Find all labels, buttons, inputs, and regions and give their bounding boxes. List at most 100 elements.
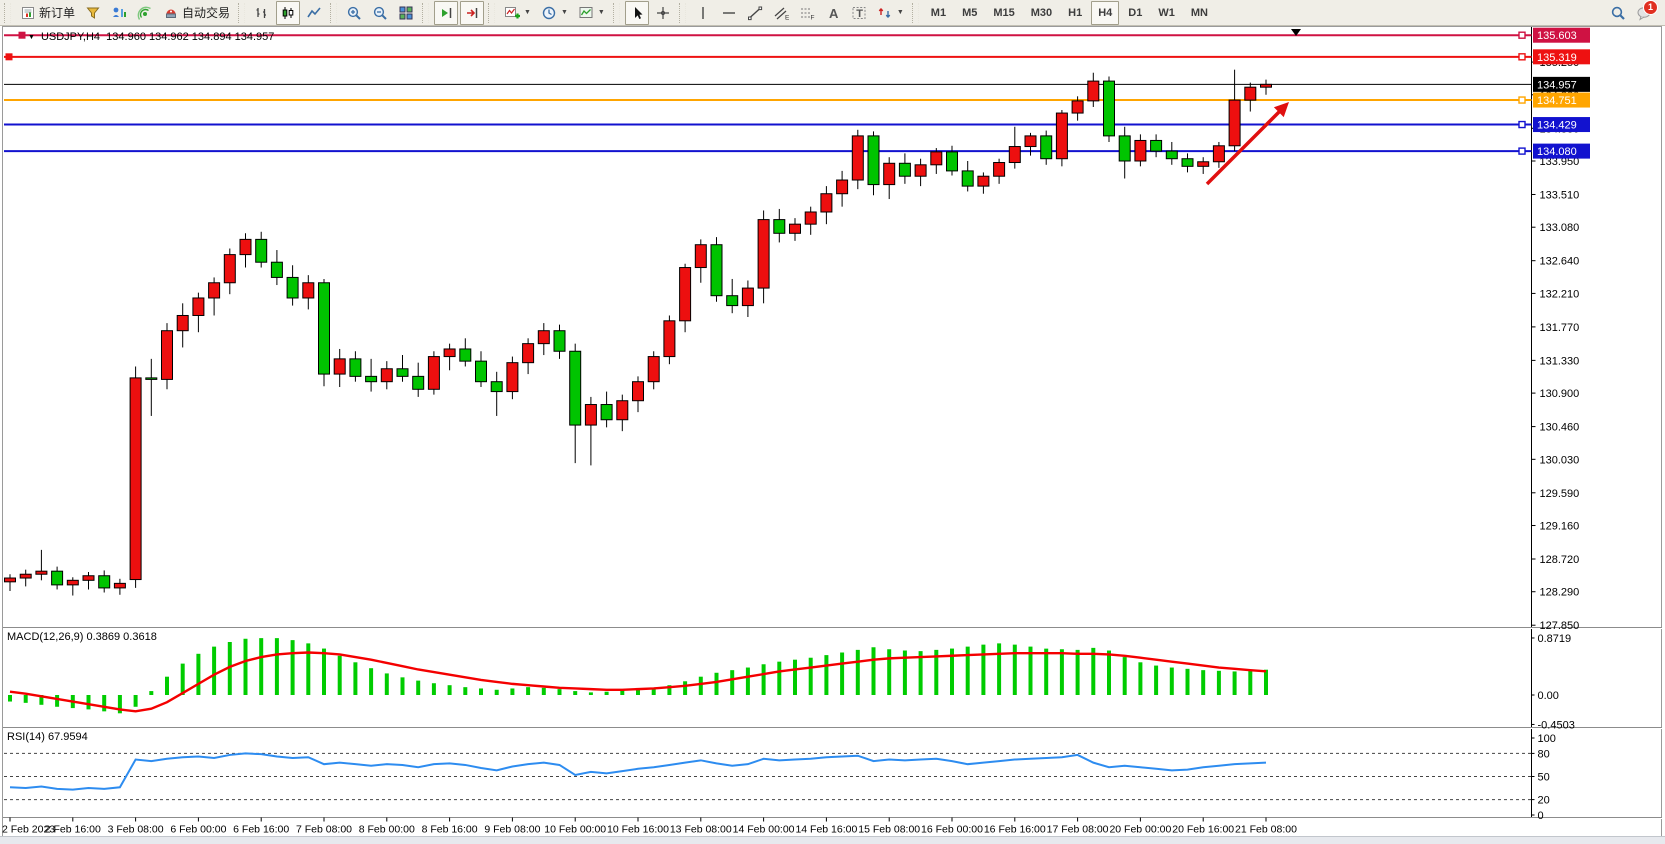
price-badge: [1533, 76, 1590, 92]
cursor-button[interactable]: [624, 0, 649, 25]
ohlc-readout: 134.960 134.962 134.894 134.957: [106, 31, 275, 43]
candle-body: [1071, 100, 1084, 114]
search-button[interactable]: [1606, 1, 1630, 25]
line-chart-button[interactable]: [302, 1, 326, 25]
candle-body: [883, 162, 896, 186]
tf-m1-button[interactable]: M1: [924, 1, 953, 25]
price-tick-label: 131.330: [1540, 355, 1580, 367]
rsi-line: [9, 752, 1267, 791]
text-button[interactable]: A: [821, 1, 845, 25]
crosshair-button[interactable]: [651, 1, 675, 25]
line-handle[interactable]: [1518, 120, 1526, 129]
tile-windows-button[interactable]: [394, 1, 418, 25]
tile-icon: [399, 6, 413, 19]
periods-button[interactable]: ▼: [537, 1, 572, 25]
candle-body: [302, 282, 315, 299]
rsi-tick-label: 100: [1538, 733, 1556, 745]
line-handle[interactable]: [1518, 31, 1526, 39]
candle-body: [1150, 139, 1163, 152]
candle-body: [694, 244, 707, 269]
trend-arrow-shaft: [1205, 108, 1283, 186]
arrows-button[interactable]: ▼: [873, 1, 908, 25]
candle-body: [789, 223, 801, 234]
tf-m30-button[interactable]: M30: [1024, 1, 1059, 25]
candle-body: [522, 343, 535, 364]
vline-icon: [702, 6, 704, 19]
line-handle[interactable]: [1518, 147, 1526, 155]
fibonacci-button[interactable]: F: [795, 1, 819, 25]
candle-body: [1118, 135, 1131, 162]
price-tick-label: 130.900: [1540, 388, 1580, 400]
indicators-button[interactable]: ▼: [500, 1, 535, 25]
symbol-period-label: USDJPY,H4: [40, 31, 101, 43]
chart-window: 135.250134.820134.380133.950133.510133.0…: [0, 26, 1665, 844]
candle-body: [176, 314, 189, 332]
chart-shift-button[interactable]: [460, 0, 485, 25]
candlestick-button[interactable]: [276, 0, 301, 25]
trend-arrow-annotation[interactable]: [1205, 102, 1289, 186]
shift-marker-icon[interactable]: [1291, 29, 1301, 36]
tf-h1-button-label: H1: [1068, 6, 1083, 19]
candle-body: [867, 135, 880, 186]
tf-h4-button[interactable]: H4: [1091, 0, 1120, 25]
candle-body: [365, 375, 378, 383]
tf-m5-button[interactable]: M5: [955, 1, 984, 25]
chevron-down-icon[interactable]: ▼: [560, 9, 568, 16]
window-bottom-edge: [0, 836, 1665, 844]
horizontal-line-button[interactable]: [717, 1, 741, 25]
tf-w1-button-label: W1: [1158, 6, 1175, 19]
chart-frame: [2, 26, 1662, 838]
tf-h1-button[interactable]: H1: [1061, 1, 1089, 25]
neworder-icon: [22, 6, 34, 19]
line-handle[interactable]: [1518, 96, 1526, 104]
candles-icon: [282, 6, 294, 19]
time-tick-label: 14 Feb 00:00: [733, 824, 795, 836]
bar-chart-button[interactable]: [250, 1, 274, 25]
notifications-button[interactable]: 1: [1632, 0, 1658, 25]
candle-body: [741, 287, 754, 307]
shift-icon: [467, 7, 478, 18]
templates-button[interactable]: ▼: [574, 1, 609, 25]
candle-body: [993, 162, 1006, 177]
price-axis[interactable]: 135.250134.820134.380133.950133.510133.0…: [1531, 57, 1580, 822]
auto-trading-button[interactable]: 自动交易: [159, 1, 234, 25]
signals-button[interactable]: [133, 1, 157, 25]
auto-scroll-button[interactable]: [434, 0, 459, 25]
candle-body: [600, 404, 613, 421]
tf-w1-button[interactable]: W1: [1151, 1, 1182, 25]
time-tick-label: 15 Feb 08:00: [858, 824, 920, 836]
vertical-line-button[interactable]: [691, 1, 715, 25]
chevron-down-icon[interactable]: ▼: [597, 9, 605, 16]
new-order-button[interactable]: 新订单: [16, 1, 79, 25]
tf-m1-button-label: M1: [930, 6, 947, 19]
market-depth-button[interactable]: [107, 1, 131, 25]
chart-canvas[interactable]: 135.250134.820134.380133.950133.510133.0…: [0, 26, 1665, 843]
candle-body: [333, 358, 346, 375]
tf-mn-button[interactable]: MN: [1184, 1, 1215, 25]
tf-m15-button[interactable]: M15: [986, 1, 1021, 25]
zoom-in-button[interactable]: [342, 1, 366, 25]
zoom-out-button[interactable]: [368, 1, 392, 25]
candle-body: [961, 170, 974, 187]
candle-body: [820, 193, 833, 213]
symbol-dropdown-icon[interactable]: ▼: [28, 34, 35, 41]
price-badge-label: 135.603: [1537, 30, 1577, 42]
trend-icon: [747, 6, 762, 20]
line-handle[interactable]: [1518, 53, 1526, 61]
funnel-button[interactable]: [81, 1, 105, 25]
candle-body: [255, 238, 268, 263]
price-tick-label: 133.510: [1540, 189, 1580, 201]
line-handle[interactable]: [5, 53, 13, 61]
line-handle[interactable]: [18, 31, 26, 39]
text-label-button[interactable]: T: [847, 1, 871, 25]
chevron-down-icon[interactable]: ▼: [896, 9, 904, 16]
price-badge-label: 135.319: [1537, 52, 1577, 64]
tf-d1-button[interactable]: D1: [1121, 1, 1149, 25]
equidistant-channel-button[interactable]: E: [769, 1, 793, 25]
price-tick-label: 130.030: [1540, 454, 1580, 466]
time-tick-label: 8 Feb 00:00: [359, 824, 415, 836]
trendline-button[interactable]: [743, 1, 767, 25]
chevron-down-icon[interactable]: ▼: [524, 9, 531, 16]
svg-text:A: A: [829, 6, 839, 21]
